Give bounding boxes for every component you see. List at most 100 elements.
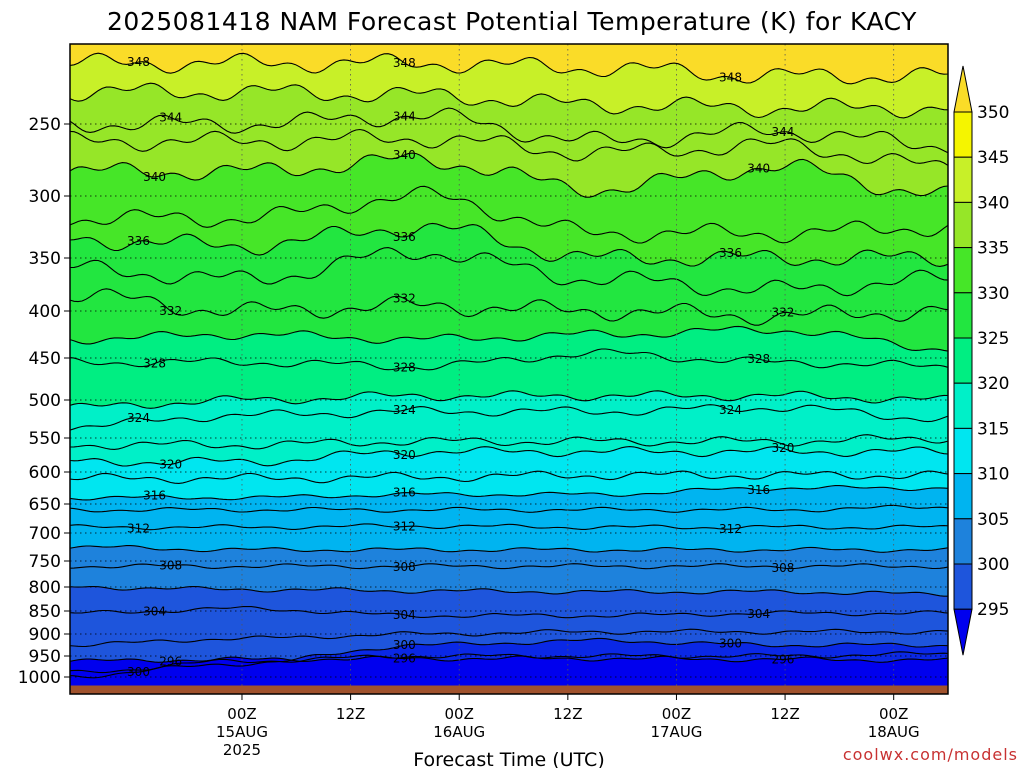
contour-label: 332	[393, 292, 416, 306]
contour-line	[70, 628, 948, 648]
colorbar-label: 340	[977, 193, 1009, 213]
contour-line	[70, 107, 948, 154]
colorbar-label: 300	[977, 555, 1009, 575]
contour-label: 296	[393, 651, 416, 665]
contour-lines	[70, 52, 948, 679]
contour-line	[70, 523, 948, 531]
x-tick-time: 12Z	[336, 705, 365, 723]
contour-line	[70, 325, 948, 352]
contour-label: 312	[393, 520, 416, 534]
contour-label: 300	[127, 665, 150, 679]
y-tick-label: 250	[29, 115, 61, 135]
surface-bar	[70, 685, 948, 694]
colorbar-label: 315	[977, 419, 1009, 439]
contour-label: 308	[393, 560, 416, 574]
contour-label: 328	[393, 361, 416, 375]
contour-line	[70, 434, 948, 450]
colorbar-segment	[953, 518, 973, 565]
contour-line	[70, 504, 948, 513]
colorbar-label: 305	[977, 510, 1009, 530]
contour-label: 320	[771, 441, 794, 455]
colorbar-label: 320	[977, 374, 1009, 394]
x-axis-label: Forecast Time (UTC)	[413, 749, 604, 768]
colorbar-segment	[953, 337, 973, 384]
contour-line	[70, 82, 948, 119]
contour-label: 308	[771, 561, 794, 575]
y-tick-label: 850	[29, 602, 61, 622]
contour-line	[70, 637, 948, 679]
contour-label: 312	[719, 522, 742, 536]
colorbar: 350 345 340 335 330 325 320 315 310 305 300 295	[953, 65, 1009, 656]
contour-line	[70, 485, 948, 501]
colorbar-label: 325	[977, 329, 1009, 349]
contour-label: 324	[719, 403, 742, 417]
contour-label: 304	[143, 604, 166, 618]
contour-label: 344	[771, 125, 794, 139]
y-tick-label: 750	[29, 552, 61, 572]
colorbar-label: 335	[977, 239, 1009, 259]
y-tick-label: 1000	[18, 668, 61, 688]
colorbar-segment	[953, 563, 973, 610]
colorbar-segment	[953, 111, 973, 158]
y-tick-label: 950	[29, 647, 61, 667]
y-tick-label: 550	[29, 429, 61, 449]
contour-label: 348	[719, 70, 742, 84]
colorbar-label: 350	[977, 103, 1009, 123]
contour-label: 304	[747, 607, 770, 621]
contour-label: 296	[159, 654, 182, 668]
y-tick-label: 450	[29, 349, 61, 369]
contour-label: 328	[143, 357, 166, 371]
plot-frame	[69, 43, 949, 695]
y-tick-label: 500	[29, 391, 61, 411]
contour-label: 332	[771, 306, 794, 320]
colorbar-segment	[953, 247, 973, 294]
contour-label: 324	[127, 411, 150, 425]
colorbar-label: 295	[977, 600, 1009, 620]
colorbar-label: 310	[977, 465, 1009, 485]
y-axis: 250 300 350 400 450 500 550 600 650 700 750 800 850 9…	[18, 115, 70, 688]
colorbar-segment	[953, 65, 973, 113]
x-tick-time: 12Z	[553, 705, 582, 723]
x-tick-time: 00Z	[879, 705, 908, 723]
contour-label: 300	[393, 638, 416, 652]
plot-area	[70, 44, 948, 694]
chart-title: 2025081418 NAM Forecast Potential Temper…	[107, 7, 917, 36]
contour-label: 312	[127, 522, 150, 536]
x-tick-date: 15AUG	[216, 723, 268, 741]
y-tick-label: 800	[29, 578, 61, 598]
x-tick-year: 2025	[223, 741, 261, 759]
contour-line	[70, 247, 948, 297]
x-tick-date: 17AUG	[650, 723, 702, 741]
y-tick-label: 600	[29, 463, 61, 483]
colorbar-segment	[953, 473, 973, 520]
colorbar-segment	[953, 427, 973, 475]
contour-label: 336	[393, 230, 416, 244]
x-tick-date: 16AUG	[433, 723, 485, 741]
colorbar-label: 345	[977, 148, 1009, 168]
contour-label: 340	[143, 170, 166, 184]
contour-label: 300	[719, 636, 742, 650]
contour-label: 348	[127, 55, 150, 69]
contour-line	[70, 563, 948, 570]
contour-label: 340	[393, 148, 416, 162]
contour-line	[70, 348, 948, 371]
contour-line	[70, 222, 948, 267]
contour-label: 316	[747, 483, 770, 497]
contour-line	[70, 404, 948, 431]
contour-label: 304	[393, 608, 416, 622]
contour-line	[70, 446, 948, 467]
contour-line	[70, 585, 948, 597]
contour-line	[70, 185, 948, 244]
y-tick-label: 300	[29, 187, 61, 207]
y-tick-label: 650	[29, 495, 61, 515]
y-tick-label: 350	[29, 249, 61, 269]
x-tick-time: 00Z	[662, 705, 691, 723]
contour-line	[70, 390, 948, 409]
colorbar-segment	[953, 382, 973, 429]
colorbar-label: 330	[977, 284, 1009, 304]
fill-band	[70, 656, 948, 694]
contour-label: 336	[127, 234, 150, 248]
contour-line	[70, 470, 948, 484]
